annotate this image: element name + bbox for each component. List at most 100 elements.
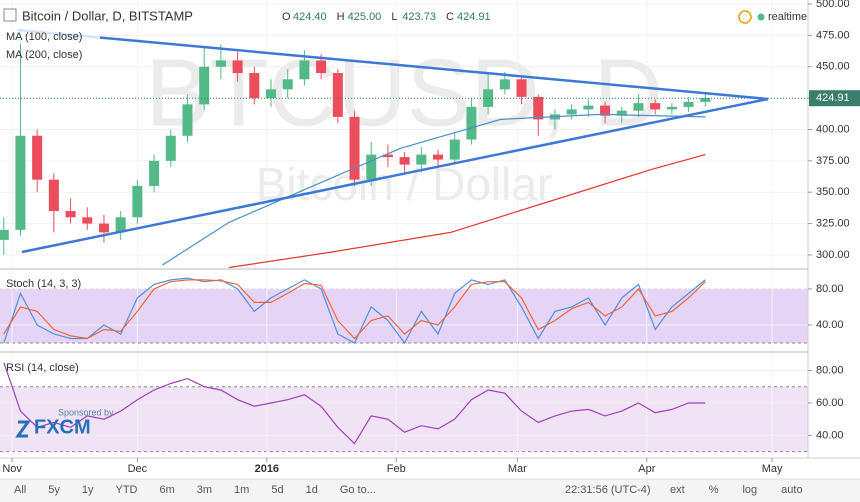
range-button[interactable]: 3m bbox=[197, 484, 212, 496]
candle-body bbox=[182, 104, 193, 136]
candle-body bbox=[650, 103, 661, 110]
option-button[interactable]: auto bbox=[781, 484, 802, 496]
last-price-tag bbox=[809, 90, 860, 107]
ohlc-key: O bbox=[282, 11, 291, 23]
legend-bg bbox=[3, 28, 100, 44]
y-tick-label: 40.00 bbox=[816, 319, 844, 331]
status: realtime bbox=[768, 11, 807, 23]
x-tick-label: Mar bbox=[508, 463, 527, 475]
ohlc-value: 424.40 bbox=[293, 11, 327, 23]
y-tick-label: 450.00 bbox=[816, 61, 850, 73]
sponsor-logo bbox=[15, 420, 31, 438]
range-button[interactable]: 1m bbox=[234, 484, 249, 496]
candle-body bbox=[82, 217, 93, 224]
sponsor-label: Sponsored by bbox=[58, 407, 114, 417]
candle-body bbox=[15, 135, 26, 230]
candle-body bbox=[583, 105, 594, 110]
candle-body bbox=[115, 217, 126, 233]
candle-body bbox=[349, 116, 360, 180]
last-price-label: 424.91 bbox=[816, 92, 850, 104]
candle-body bbox=[399, 157, 410, 165]
ohlc-key: C bbox=[446, 11, 454, 23]
candle-body bbox=[149, 160, 160, 186]
panes: BTCUSD, D Bitcoin / Dollar bbox=[0, 0, 808, 458]
candle-body bbox=[282, 79, 293, 90]
series-line bbox=[162, 113, 706, 266]
candle-body bbox=[483, 89, 494, 107]
watermark: BTCUSD, D bbox=[145, 39, 662, 146]
candle-body bbox=[232, 60, 243, 74]
candle-body bbox=[616, 110, 627, 116]
option-button[interactable]: % bbox=[709, 484, 719, 496]
y-tick-label: 60.00 bbox=[816, 397, 844, 409]
option-button[interactable]: ext bbox=[670, 484, 685, 496]
range-button[interactable]: All bbox=[14, 484, 26, 496]
ohlc: O 424.40 H 425.00 L 423.73 C 424.91 bbox=[282, 11, 491, 23]
legend-entry: MA (100, close) bbox=[6, 31, 82, 43]
range-button[interactable]: 1y bbox=[82, 484, 94, 496]
range-button[interactable]: Go to... bbox=[340, 484, 376, 496]
y-tick-label: 375.00 bbox=[816, 155, 850, 167]
band bbox=[0, 386, 808, 452]
trendline bbox=[21, 97, 769, 254]
y-tick-label: 300.00 bbox=[816, 249, 850, 261]
ohlc-value: 425.00 bbox=[348, 11, 382, 23]
trendline bbox=[17, 28, 769, 101]
candle-body bbox=[416, 154, 427, 165]
candle-body bbox=[165, 135, 176, 161]
ohlc-key: H bbox=[337, 11, 345, 23]
toolbar-items: All 5y 1y YTD 6m 3m 1m 5d 1d Go to... ext% log auto bbox=[14, 484, 803, 496]
ohlc-key: L bbox=[391, 11, 397, 23]
candle-body bbox=[332, 73, 343, 117]
candle-body bbox=[316, 60, 327, 74]
candle-body bbox=[666, 106, 677, 110]
ohlc-value: 424.91 bbox=[457, 11, 491, 23]
watermark: Bitcoin / Dollar bbox=[256, 158, 553, 210]
clock: 22:31:56 (UTC-4) bbox=[565, 484, 651, 496]
y-tick-label: 350.00 bbox=[816, 186, 850, 198]
candle-body bbox=[516, 79, 527, 97]
status-dot bbox=[757, 13, 765, 21]
range-button[interactable]: 5y bbox=[48, 484, 60, 496]
trendlines bbox=[17, 28, 769, 254]
candle-body bbox=[600, 105, 611, 116]
y-tick-label: 325.00 bbox=[816, 217, 850, 229]
pane-title: RSI (14, close) bbox=[6, 362, 79, 374]
y-tick-label: 40.00 bbox=[816, 429, 844, 441]
range-button[interactable]: YTD bbox=[115, 484, 137, 496]
x-tick-label: May bbox=[762, 463, 783, 475]
candle-body bbox=[566, 109, 577, 115]
collapse-icon[interactable] bbox=[3, 8, 17, 22]
range-button[interactable]: 6m bbox=[159, 484, 174, 496]
y-tick-label: 400.00 bbox=[816, 123, 850, 135]
range-button[interactable]: 5d bbox=[271, 484, 283, 496]
pane-title: Stoch (14, 3, 3) bbox=[6, 278, 81, 290]
candle-body bbox=[366, 154, 377, 180]
x-tick-label: 2016 bbox=[255, 463, 279, 475]
series-line bbox=[3, 279, 706, 340]
symbol-title: Bitcoin / Dollar, D, BITSTAMP bbox=[22, 8, 193, 23]
marks bbox=[0, 29, 808, 445]
sponsor-name: FXCM bbox=[34, 416, 91, 438]
candle-body bbox=[533, 96, 544, 120]
clock-icon bbox=[738, 10, 752, 24]
y-tick-label: 475.00 bbox=[816, 29, 850, 41]
band bbox=[0, 288, 808, 343]
candle-body bbox=[449, 139, 460, 160]
x-tick-label: Nov bbox=[2, 463, 22, 475]
candle-body bbox=[98, 223, 109, 233]
y-tick-label: 80.00 bbox=[816, 364, 844, 376]
candle-body bbox=[0, 229, 9, 240]
candle-body bbox=[299, 60, 310, 80]
series-line bbox=[3, 277, 706, 345]
option-button[interactable]: log bbox=[742, 484, 757, 496]
candle-body bbox=[32, 135, 43, 180]
candle-body bbox=[433, 154, 444, 160]
y-tick-label: 500.00 bbox=[816, 0, 850, 10]
labels: 300.00 325.00 350.00 375.00 400.00 425.00 450.… bbox=[2, 0, 860, 475]
series-line bbox=[3, 362, 706, 445]
range-button[interactable]: 1d bbox=[306, 484, 318, 496]
candle-body bbox=[65, 211, 76, 218]
candle-body bbox=[382, 154, 393, 158]
candle-body bbox=[700, 98, 711, 102]
